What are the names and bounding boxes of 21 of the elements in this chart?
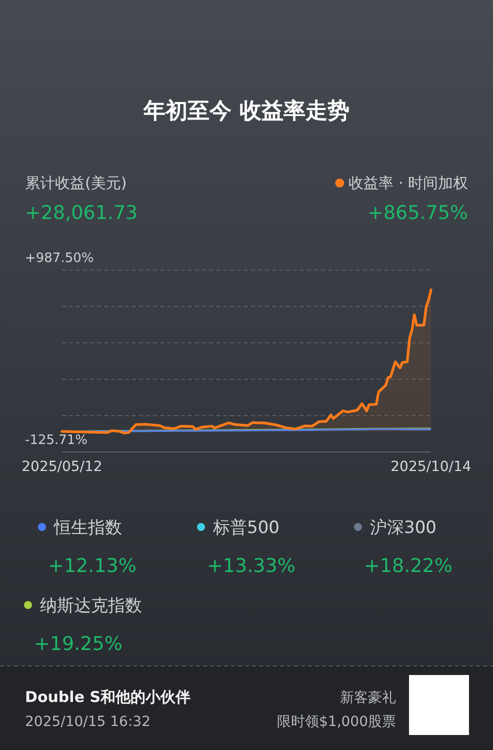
text: +12.13% [48, 555, 136, 577]
text: +19.25% [34, 633, 122, 655]
legend-label: 沪深300 [370, 518, 436, 538]
legend-label: 收益率 · 时间加权 [348, 174, 468, 192]
chart-title: 年初至今 收益率走势 [142, 98, 350, 124]
legend-label: 纳斯达克指数 [40, 596, 142, 616]
x-tick-label: 2025/10/14 [390, 459, 472, 475]
y-tick-label: +987.50% [25, 251, 94, 266]
legend-label: 标普500 [212, 518, 280, 538]
text: 限时领$1,000股票 [277, 714, 396, 730]
text: 累计收益(美元) [25, 174, 127, 192]
text: Double S和他的小伙伴 [25, 688, 191, 706]
text: 2025/10/15 16:32 [25, 714, 150, 730]
text: +865.75% [368, 202, 468, 224]
x-tick-label: 2025/05/12 [22, 459, 102, 475]
y-tick-label: -125.71% [25, 433, 88, 448]
text: +28,061.73 [25, 202, 138, 224]
text: +18.22% [364, 555, 452, 577]
text: 新客豪礼 [340, 690, 396, 706]
legend-label: 恒生指数 [53, 518, 122, 538]
text: +13.33% [207, 555, 296, 577]
